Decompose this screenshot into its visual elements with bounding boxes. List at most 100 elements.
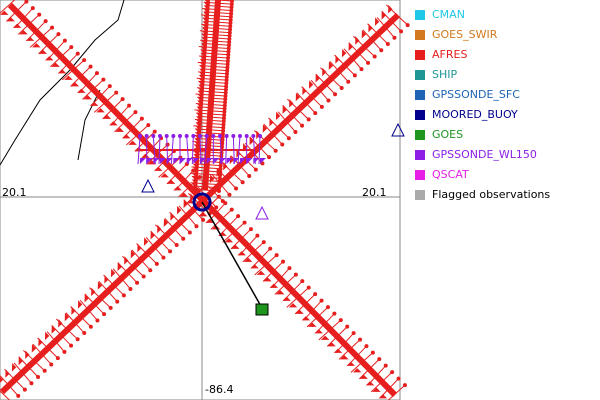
- barb-dot: [184, 162, 189, 167]
- barb-dot: [55, 356, 60, 361]
- sonde-triangle: [255, 205, 269, 220]
- barb: [362, 29, 382, 51]
- barb: [225, 135, 228, 165]
- barb: [199, 74, 227, 78]
- barb: [277, 111, 296, 133]
- barb-dot: [229, 5, 234, 10]
- barb: [192, 185, 220, 189]
- barb-dot: [300, 279, 305, 284]
- barb-flag: [308, 80, 314, 89]
- barb: [183, 199, 204, 221]
- legend-swatch: [415, 30, 425, 40]
- barb-flag: [335, 55, 340, 64]
- barb-flag: [51, 325, 56, 334]
- barb-flag: [12, 23, 22, 28]
- barb-dot: [346, 79, 351, 84]
- barb-dot: [164, 134, 169, 138]
- barb: [131, 249, 151, 271]
- barb-dot: [227, 36, 232, 41]
- barb-flag: [352, 368, 362, 373]
- barb-dot: [223, 90, 228, 95]
- legend: CMAN GOES_SWIR AFRES SHIP GPSSONDE_SFC MOORED…: [415, 8, 550, 201]
- barb-dot: [385, 41, 390, 46]
- barb-flag: [102, 114, 112, 119]
- barb-flag: [223, 161, 228, 171]
- buoy-marker: [192, 192, 212, 212]
- barb-dot: [194, 224, 199, 229]
- barb-flag: [288, 303, 298, 308]
- legend-swatch: [415, 170, 425, 180]
- barb-flag: [166, 179, 176, 184]
- barb: [191, 175, 220, 179]
- barb-dot: [227, 33, 232, 38]
- barb-dot: [222, 103, 227, 108]
- barb-dot: [222, 109, 227, 114]
- barb: [46, 331, 65, 353]
- barb-dot: [273, 148, 278, 153]
- barb: [387, 384, 406, 400]
- barb: [178, 205, 197, 227]
- barb-flag: [191, 189, 198, 196]
- barb-dot: [152, 129, 157, 134]
- barb-dot: [358, 337, 363, 342]
- barb-dot: [390, 370, 395, 375]
- barb-flag: [153, 158, 160, 164]
- barb: [0, 0, 16, 14]
- barb-flag: [250, 264, 259, 269]
- barb-dot: [377, 357, 382, 362]
- barb-dot: [224, 134, 229, 138]
- barb-dot: [221, 122, 226, 127]
- barb: [237, 135, 241, 165]
- barb-flag: [51, 62, 60, 67]
- barb-flag: [89, 101, 99, 106]
- barb-dot: [217, 179, 222, 184]
- barb: [198, 90, 226, 94]
- barb-flag: [205, 218, 214, 223]
- barb-dot: [135, 280, 140, 285]
- barb-flag: [295, 309, 304, 314]
- barb-dot: [174, 243, 179, 248]
- barb-flag: [170, 212, 175, 221]
- barb-dot: [248, 227, 253, 232]
- barb-flag: [157, 224, 162, 234]
- barb-flag: [38, 337, 43, 347]
- barb-flag: [256, 130, 261, 140]
- barb-dot: [326, 98, 331, 103]
- barb-flag: [388, 4, 393, 14]
- barb-dot: [225, 59, 230, 64]
- barb-flag: [5, 369, 10, 378]
- barb-flag: [77, 88, 86, 93]
- barb-dot: [229, 0, 234, 3]
- barb-flag: [0, 10, 9, 15]
- legend-label: SHIP: [432, 68, 457, 81]
- barb-dot: [218, 173, 223, 178]
- barb: [126, 124, 149, 146]
- barb-dot: [115, 299, 120, 304]
- barb-flag: [64, 312, 70, 322]
- barb: [274, 274, 297, 295]
- barb-dot: [127, 103, 132, 108]
- barb-dot: [229, 8, 234, 13]
- lat-label: 20.1: [362, 186, 387, 199]
- barb-flag: [374, 17, 380, 26]
- barb: [222, 222, 245, 243]
- barb-dot: [220, 199, 225, 204]
- barb-dot: [226, 52, 231, 57]
- barb: [205, 4, 232, 8]
- barb-flag: [275, 111, 281, 121]
- barb-flag: [44, 56, 54, 61]
- barb-flag: [176, 205, 182, 215]
- barb-dot: [198, 134, 202, 138]
- barb-dot: [372, 54, 377, 59]
- barb-dot: [226, 49, 231, 54]
- goes-marker: [255, 303, 269, 316]
- barb-dot: [204, 134, 209, 138]
- barb-dot: [227, 40, 232, 45]
- barb: [197, 96, 226, 100]
- barb-dot: [133, 110, 138, 115]
- barb-dot: [139, 116, 144, 121]
- barb-flag: [190, 193, 195, 202]
- barb-dot: [253, 167, 258, 172]
- barb: [61, 59, 85, 81]
- barb: [0, 390, 11, 400]
